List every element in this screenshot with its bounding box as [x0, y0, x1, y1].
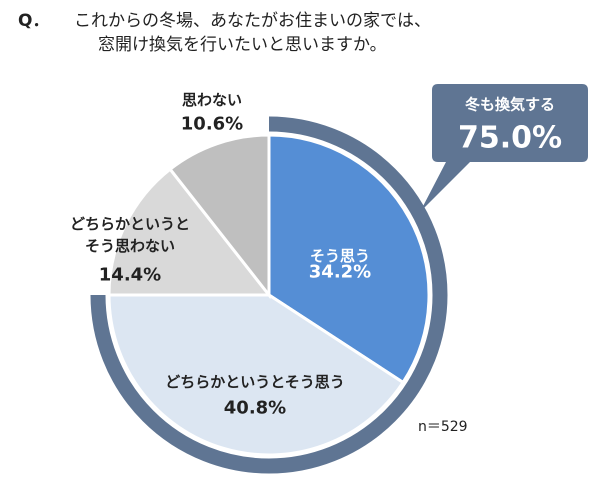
slice-label: 思わない — [181, 91, 242, 109]
sample-note: n＝529 — [418, 419, 468, 435]
annotation-ring — [90, 116, 448, 474]
title-line: 窓開け換気を行いたいと思いますか。 — [98, 35, 387, 55]
pie-slice — [168, 133, 271, 300]
pie-slice — [107, 293, 406, 457]
title-line: これからの冬場、あなたがお住まいの家では、 — [74, 11, 431, 31]
slice-label: どちらかというとそう思う — [165, 373, 345, 391]
slice-label: どちらかというとそう思わない — [69, 215, 190, 255]
pie-slice — [107, 167, 273, 297]
annotation-text: 冬も換気する — [464, 95, 556, 114]
slice-value: 10.6% — [180, 113, 244, 135]
slice-value: 34.2% — [308, 261, 372, 283]
title-prefix: Q． — [18, 11, 50, 31]
slice-label: そう思う — [309, 247, 370, 265]
annotation-value: 75.0% — [457, 120, 563, 156]
slice-value: 14.4% — [98, 264, 162, 286]
slice-value: 40.8% — [223, 397, 287, 419]
callout-box — [420, 84, 588, 212]
